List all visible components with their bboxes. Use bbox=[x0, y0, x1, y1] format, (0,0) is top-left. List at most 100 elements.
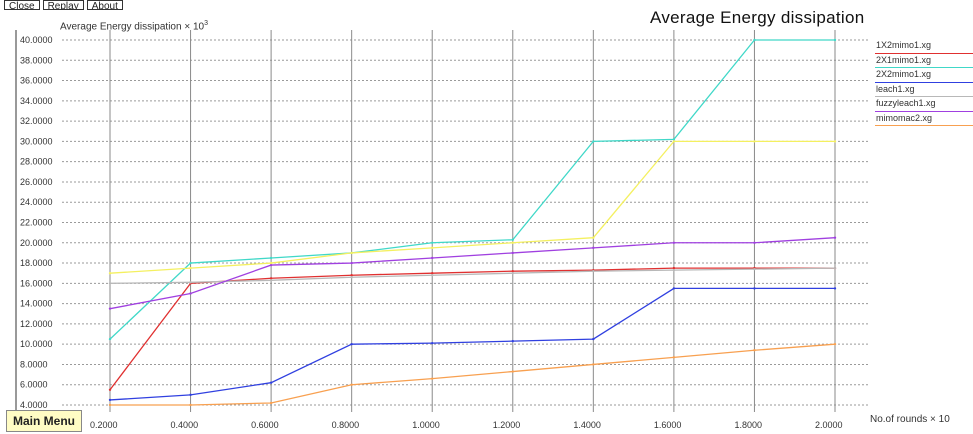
y-tick-label: 36.0000 bbox=[20, 76, 53, 86]
toolbar: Close Replay About bbox=[4, 0, 123, 10]
data-point bbox=[833, 236, 837, 239]
y-tick-label: 16.0000 bbox=[20, 278, 53, 288]
legend-label: 2X1mimo1.xg bbox=[876, 54, 932, 65]
data-point bbox=[350, 274, 353, 277]
chart-title: Average Energy dissipation bbox=[650, 8, 865, 27]
data-point bbox=[350, 251, 353, 255]
replay-button[interactable]: Replay bbox=[42, 0, 84, 10]
y-tick-label: 8.0000 bbox=[20, 359, 48, 369]
data-point bbox=[269, 261, 273, 265]
data-point bbox=[269, 401, 273, 405]
y-tick-label: 34.0000 bbox=[20, 96, 53, 106]
data-point bbox=[592, 363, 595, 366]
data-point bbox=[189, 292, 192, 295]
data-point bbox=[269, 263, 273, 267]
data-point bbox=[592, 236, 595, 239]
data-point bbox=[431, 341, 434, 345]
y-tick-label: 20.0000 bbox=[20, 238, 53, 248]
series-line bbox=[109, 140, 835, 274]
about-button[interactable]: About bbox=[86, 0, 123, 10]
data-point bbox=[511, 269, 514, 273]
y-tick-label: 18.0000 bbox=[20, 258, 53, 268]
data-point bbox=[350, 261, 353, 265]
legend-swatch bbox=[875, 81, 973, 83]
data-point bbox=[350, 383, 353, 386]
chart-legend: 1X2mimo1.xg 2X1mimo1.xg 2X2mimo1.xg leach1.… bbox=[875, 40, 973, 127]
data-point bbox=[592, 269, 595, 273]
y-tick-label: 6.0000 bbox=[20, 380, 48, 390]
y-tick-label: 12.0000 bbox=[20, 319, 53, 329]
data-point bbox=[269, 277, 273, 280]
y-tick-label: 30.0000 bbox=[20, 136, 53, 146]
y-tick-label: 14.0000 bbox=[20, 299, 53, 309]
x-tick-label: 1.6000 bbox=[654, 420, 682, 430]
series-line bbox=[109, 287, 835, 401]
data-point bbox=[511, 238, 514, 241]
legend-swatch bbox=[875, 110, 973, 112]
y-tick-label: 40.0000 bbox=[20, 35, 53, 45]
data-point bbox=[269, 279, 273, 282]
data-point bbox=[511, 271, 514, 275]
main-menu-button[interactable]: Main Menu bbox=[6, 410, 82, 432]
y-tick-label: 38.0000 bbox=[20, 55, 53, 65]
x-tick-label: 2.0000 bbox=[815, 420, 843, 430]
close-button[interactable]: Close bbox=[4, 0, 40, 10]
data-point bbox=[350, 276, 353, 279]
y-tick-label: 26.0000 bbox=[20, 177, 53, 187]
data-point bbox=[189, 261, 192, 265]
legend-label: 2X2mimo1.xg bbox=[876, 69, 932, 79]
y-tick-label: 10.0000 bbox=[20, 339, 53, 349]
legend-label: 1X2mimo1.xg bbox=[876, 40, 932, 50]
x-tick-label: 1.8000 bbox=[734, 420, 762, 430]
legend-entry: 2X1mimo1.xg bbox=[875, 55, 973, 70]
data-point bbox=[753, 349, 756, 352]
data-point bbox=[189, 266, 192, 270]
data-point bbox=[189, 403, 192, 407]
data-point bbox=[511, 251, 514, 255]
data-point bbox=[753, 38, 756, 42]
data-point bbox=[833, 140, 837, 143]
data-point bbox=[511, 370, 514, 373]
data-point bbox=[833, 287, 837, 290]
series-line bbox=[110, 343, 836, 406]
data-point bbox=[753, 140, 756, 143]
x-tick-label: 0.8000 bbox=[332, 420, 360, 430]
data-point bbox=[833, 38, 837, 42]
series-line bbox=[109, 39, 835, 340]
data-point bbox=[753, 287, 756, 290]
data-point bbox=[431, 274, 434, 277]
data-point bbox=[592, 140, 595, 143]
data-point bbox=[833, 342, 837, 346]
data-point bbox=[108, 271, 112, 275]
data-point bbox=[189, 393, 192, 397]
legend-entry: fuzzyleach1.xg bbox=[875, 98, 973, 113]
data-point bbox=[108, 307, 112, 310]
data-point bbox=[672, 287, 676, 290]
data-point bbox=[672, 268, 676, 272]
legend-label: leach1.xg bbox=[876, 83, 915, 94]
series-line bbox=[109, 267, 836, 284]
data-point bbox=[108, 388, 112, 391]
data-point bbox=[672, 241, 676, 244]
data-point bbox=[833, 266, 837, 270]
data-point bbox=[511, 339, 514, 343]
x-tick-label: 1.4000 bbox=[573, 420, 601, 430]
legend-swatch bbox=[875, 125, 973, 126]
data-point bbox=[672, 140, 676, 143]
data-point bbox=[108, 282, 112, 285]
series-line bbox=[109, 267, 835, 391]
y-axis-label-exponent: 3 bbox=[204, 20, 208, 27]
data-point bbox=[672, 356, 676, 359]
data-point bbox=[108, 398, 112, 402]
x-tick-label: 0.4000 bbox=[171, 420, 199, 430]
data-point bbox=[592, 337, 595, 341]
data-point bbox=[108, 403, 112, 407]
legend-swatch bbox=[875, 67, 973, 68]
x-tick-label: 0.2000 bbox=[90, 420, 118, 430]
data-point bbox=[753, 241, 756, 244]
data-point bbox=[672, 138, 676, 141]
x-tick-label: 1.2000 bbox=[493, 420, 521, 430]
data-point bbox=[431, 241, 434, 244]
data-point bbox=[350, 342, 353, 346]
